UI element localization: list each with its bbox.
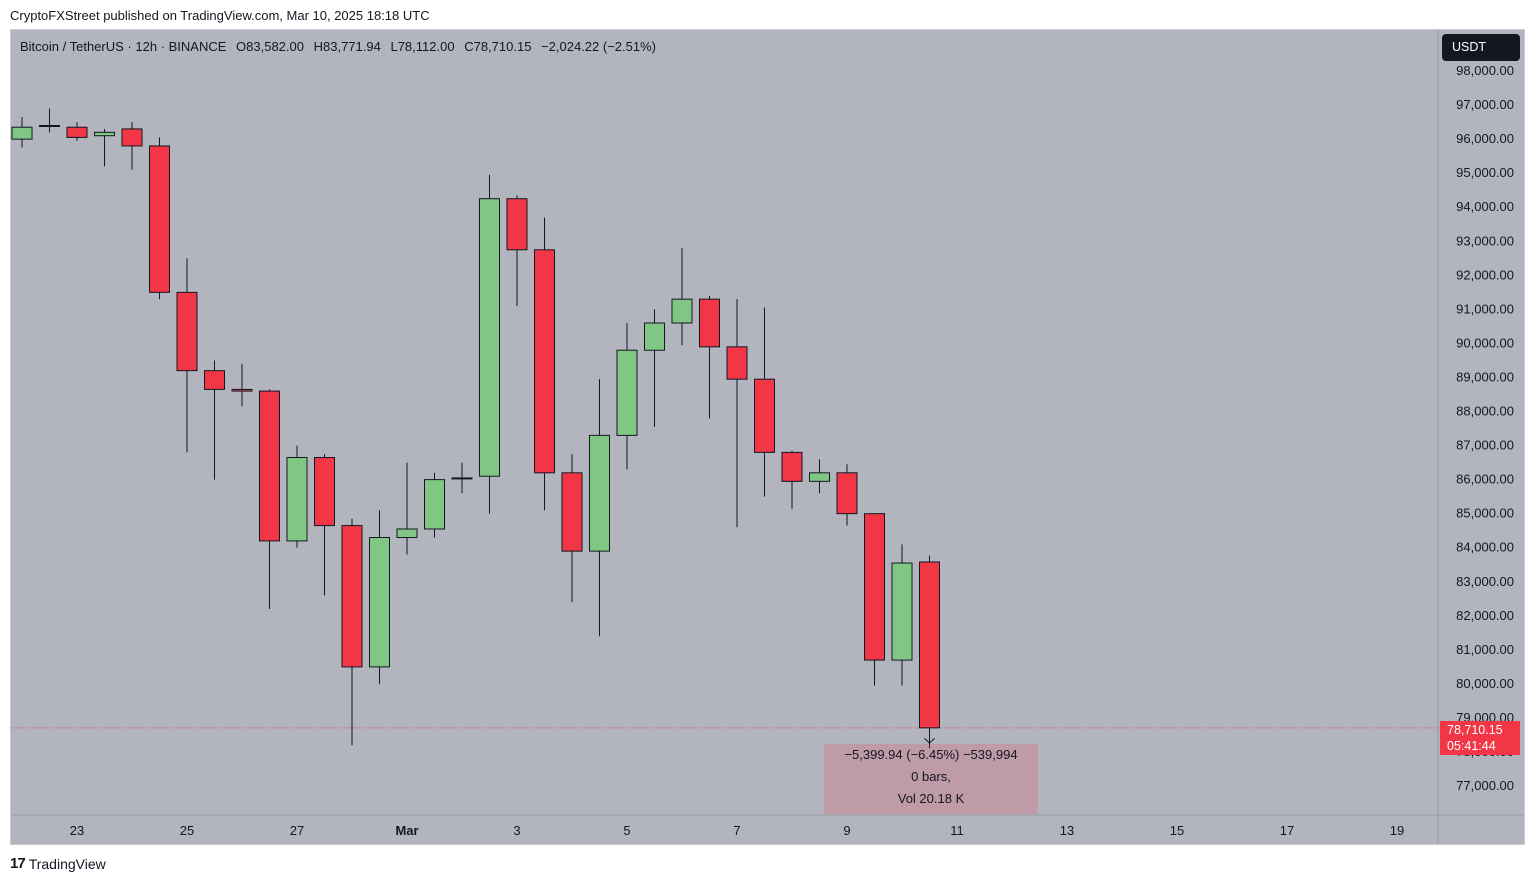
measure-change: −5,399.94 (−6.45%) −539,994: [844, 747, 1018, 762]
candle-down: [259, 390, 280, 542]
y-tick-label: 86,000.00: [1456, 472, 1514, 487]
measure-volume: Vol 20.18 K: [897, 791, 965, 806]
candle-down: [204, 370, 225, 390]
measure-bars: 0 bars,: [911, 769, 951, 784]
candlestick-chart[interactable]: 77,000.0078,000.0079,000.0080,000.0081,0…: [11, 30, 1524, 844]
y-tick-label: 96,000.00: [1456, 131, 1514, 146]
x-tick-label: 13: [1060, 823, 1074, 838]
y-tick-label: 94,000.00: [1456, 199, 1514, 214]
y-tick-label: 88,000.00: [1456, 404, 1514, 419]
candle-up: [891, 562, 913, 661]
open-value: O83,582.00: [236, 39, 304, 54]
y-tick-label: 80,000.00: [1456, 676, 1514, 691]
x-tick-label: 7: [733, 823, 740, 838]
candle-up: [369, 537, 390, 668]
candle-down: [561, 472, 583, 552]
candle-down: [341, 525, 363, 668]
x-tick-label: 15: [1170, 823, 1184, 838]
y-tick-label: 84,000.00: [1456, 540, 1514, 555]
candle-down: [726, 346, 748, 380]
x-tick-label: 11: [950, 823, 964, 838]
low-value: L78,112.00: [390, 39, 455, 54]
y-tick-label: 85,000.00: [1456, 506, 1514, 521]
y-tick-label: 98,000.00: [1456, 63, 1514, 78]
candle-down: [149, 145, 170, 293]
candle-up: [809, 472, 830, 482]
measure-tooltip: −5,399.94 (−6.45%) −539,994 0 bars, Vol …: [824, 744, 1038, 814]
candle-up: [39, 125, 60, 128]
candle-up: [479, 198, 500, 477]
candle-up: [396, 528, 418, 539]
y-tick-label: 97,000.00: [1456, 97, 1514, 112]
candle-down: [754, 378, 775, 453]
candle-down: [836, 472, 858, 515]
x-tick-label: 23: [70, 823, 84, 838]
candle-down: [506, 198, 528, 251]
candle-up: [589, 434, 610, 552]
candle-up: [286, 456, 308, 542]
last-price-badge: 78,710.15 05:41:44: [1440, 721, 1520, 755]
candle-down: [176, 291, 198, 372]
candle-up: [644, 322, 665, 351]
footer-brand[interactable]: 17 TradingView: [10, 855, 106, 872]
y-tick-label: 83,000.00: [1456, 574, 1514, 589]
bar-countdown: 05:41:44: [1447, 739, 1496, 753]
symbol-legend: Bitcoin / TetherUS · 12h · BINANCE O83,5…: [20, 39, 662, 54]
x-tick-label: 3: [513, 823, 520, 838]
currency-button[interactable]: USDT: [1442, 34, 1520, 61]
x-tick-label: 17: [1280, 823, 1294, 838]
y-tick-label: 95,000.00: [1456, 165, 1514, 180]
candle-down: [534, 249, 555, 474]
tradingview-logo-icon: 17: [10, 855, 26, 872]
close-value: C78,710.15: [464, 39, 532, 54]
candle-down: [699, 298, 720, 348]
x-tick-label: 5: [623, 823, 630, 838]
candle-up: [424, 479, 445, 530]
x-tick-label: 9: [843, 823, 850, 838]
candle-up: [94, 131, 115, 137]
chart-pane[interactable]: 77,000.0078,000.0079,000.0080,000.0081,0…: [10, 29, 1525, 845]
brand-name: TradingView: [28, 855, 106, 872]
y-tick-label: 91,000.00: [1456, 301, 1514, 316]
high-value: H83,771.94: [313, 39, 381, 54]
x-tick-label: 25: [180, 823, 194, 838]
symbol-name[interactable]: Bitcoin / TetherUS · 12h · BINANCE: [20, 39, 227, 54]
y-tick-label: 89,000.00: [1456, 369, 1514, 384]
candle-up: [616, 349, 638, 436]
x-tick-label: 19: [1390, 823, 1404, 838]
y-tick-label: 77,000.00: [1456, 778, 1514, 793]
x-tick-label: 27: [290, 823, 304, 838]
publisher-header: CryptoFXStreet published on TradingView.…: [10, 8, 430, 23]
candle-down: [314, 456, 335, 527]
y-tick-label: 93,000.00: [1456, 233, 1514, 248]
candle-down: [919, 561, 940, 729]
candle-down: [121, 128, 143, 147]
y-tick-label: 87,000.00: [1456, 438, 1514, 453]
y-tick-label: 81,000.00: [1456, 642, 1514, 657]
candle-down: [231, 388, 253, 392]
candle-up: [11, 126, 33, 140]
change-value: −2,024.22 (−2.51%): [541, 39, 656, 54]
candle-down: [66, 126, 88, 138]
candle-down: [781, 451, 803, 482]
measure-arrow-icon: [924, 737, 935, 744]
candle-up: [671, 298, 693, 324]
y-tick-label: 82,000.00: [1456, 608, 1514, 623]
y-tick-label: 90,000.00: [1456, 335, 1514, 350]
candle-down: [864, 513, 885, 661]
candle-up: [451, 477, 473, 480]
last-price-value: 78,710.15: [1447, 723, 1503, 737]
y-tick-label: 92,000.00: [1456, 267, 1514, 282]
x-tick-label: Mar: [395, 823, 418, 838]
